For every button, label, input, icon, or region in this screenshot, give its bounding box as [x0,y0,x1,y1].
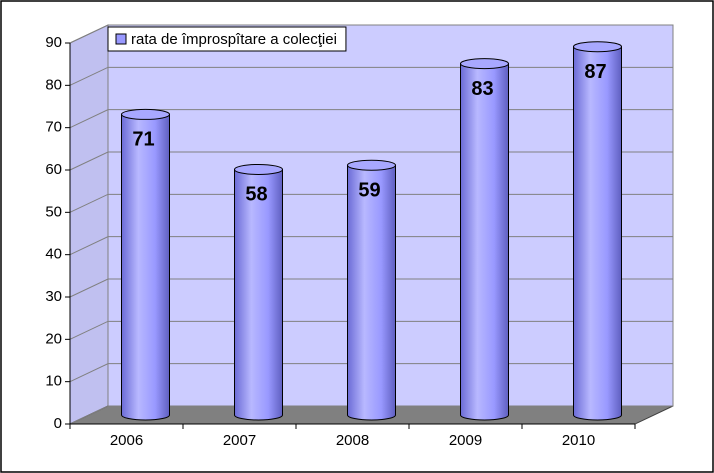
value-label: 83 [471,78,493,100]
legend-swatch [115,33,127,45]
bar [234,168,283,421]
side-wall [69,24,109,425]
value-label: 71 [132,129,154,151]
bar-top [347,159,396,171]
value-label: 87 [584,61,606,83]
value-label: 59 [358,180,380,202]
bar-top [121,108,170,120]
x-tick-label: 2010 [562,432,595,449]
y-tick-label: 30 [45,288,62,305]
y-tick-label: 60 [45,161,62,178]
value-label: 58 [245,184,267,206]
legend [107,26,347,52]
bar-top [460,58,509,70]
x-tick-label: 2008 [336,432,369,449]
bar [573,46,622,421]
legend-label: rata de împrospîtare a colecţiei [131,31,337,48]
y-tick-label: 40 [45,246,62,263]
bar [121,113,170,421]
bar [460,63,509,421]
x-tick-label: 2009 [449,432,482,449]
y-tick-label: 70 [45,119,62,136]
y-tick-label: 80 [45,76,62,93]
bar-top [234,163,283,175]
y-tick-label: 0 [54,415,62,432]
bar [347,164,396,421]
x-tick-label: 2006 [110,432,143,449]
grid-line [69,24,673,44]
y-tick-label: 10 [45,373,62,390]
y-tick-label: 20 [45,330,62,347]
y-tick-label: 90 [45,34,62,51]
bar-top [573,41,622,53]
y-tick-label: 50 [45,203,62,220]
x-tick-label: 2007 [223,432,256,449]
